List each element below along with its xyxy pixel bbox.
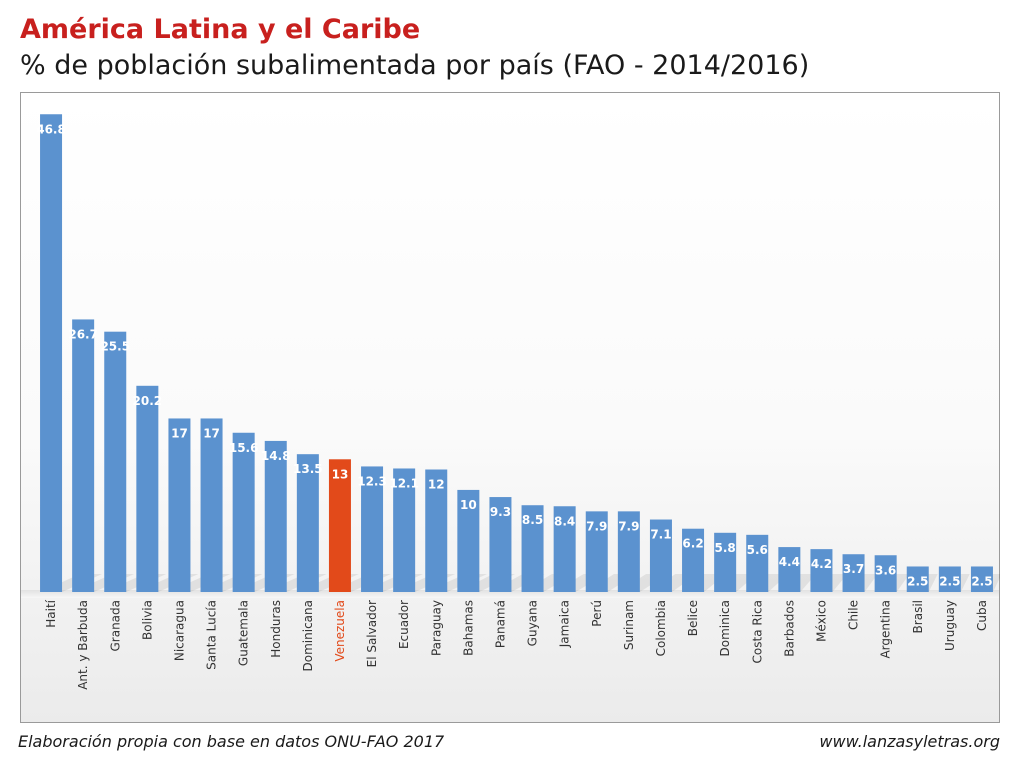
category-label: Uruguay (943, 600, 957, 651)
bar-m-xico (810, 549, 833, 592)
value-label: 5.6 (747, 543, 768, 557)
bar-venezuela (328, 459, 351, 592)
bar-dominica (714, 532, 737, 592)
bar-bahamas (457, 489, 480, 592)
bar-bolivia (136, 385, 159, 592)
bar-nicaragua (168, 418, 191, 592)
chart-subtitle: % de población subalimentada por país (F… (20, 50, 810, 81)
value-label: 4.2 (811, 557, 832, 571)
value-label: 7.1 (650, 528, 671, 542)
category-label: Guyana (526, 600, 540, 646)
bar-barbados (778, 547, 801, 592)
category-label: Dominicana (301, 600, 315, 671)
bar-cuba (970, 566, 993, 592)
category-label: Barbados (782, 600, 796, 657)
bar-argentina (874, 555, 897, 592)
value-label: 13 (332, 467, 349, 481)
category-label: Haití (44, 599, 58, 627)
floor-band (21, 590, 999, 598)
category-label: Costa Rica (750, 600, 764, 663)
chart-title: América Latina y el Caribe (20, 14, 421, 45)
category-label: El Salvador (365, 600, 379, 667)
bar-ecuador (393, 468, 416, 592)
bar-el-salvador (361, 466, 384, 592)
category-label: México (814, 600, 828, 642)
value-label: 26.7 (68, 327, 98, 341)
plot-background (21, 93, 999, 722)
value-label: 17 (171, 426, 188, 440)
value-label: 15.6 (229, 441, 259, 455)
bar-chile (842, 554, 865, 592)
bar-honduras (264, 440, 287, 592)
bar-santa-luc-a (200, 418, 223, 592)
category-label: Venezuela (333, 600, 347, 662)
category-label: Ecuador (397, 600, 411, 649)
category-label: Paraguay (429, 600, 443, 656)
bar-surinam (617, 511, 640, 592)
category-label: Santa Lucía (205, 600, 219, 670)
value-label: 6.2 (682, 537, 703, 551)
value-label: 8.5 (522, 513, 543, 527)
bar-panam- (489, 497, 512, 592)
value-label: 14.8 (261, 449, 291, 463)
category-label: Bolivia (140, 600, 154, 640)
bar-uruguay (938, 566, 961, 592)
value-label: 3.7 (843, 562, 864, 576)
value-label: 20.2 (133, 394, 163, 408)
value-label: 17 (203, 426, 220, 440)
value-label: 12.1 (389, 476, 419, 490)
category-label: Colombia (654, 600, 668, 656)
category-label: Honduras (269, 600, 283, 658)
category-label: Guatemala (237, 600, 251, 666)
bar-per- (585, 511, 608, 592)
category-label: Argentina (879, 600, 893, 659)
bar-jamaica (553, 506, 576, 592)
value-label: 4.4 (779, 555, 800, 569)
category-label: Bahamas (461, 600, 475, 656)
category-label: Panamá (493, 600, 507, 648)
value-label: 2.5 (939, 574, 960, 588)
bar-dominicana (296, 454, 319, 592)
bar-ant-y-barbuda (72, 319, 95, 592)
bar-paraguay (425, 469, 448, 592)
value-label: 12.3 (357, 474, 387, 488)
value-label: 7.9 (618, 519, 639, 533)
category-label: Jamaica (558, 600, 572, 648)
value-label: 13.5 (293, 462, 323, 476)
bar-guatemala (232, 432, 255, 592)
category-label: Ant. y Barbuda (76, 600, 90, 690)
value-label: 46.8 (36, 122, 66, 136)
category-label: Cuba (975, 600, 989, 631)
category-label: Perú (590, 600, 604, 627)
value-label: 10 (460, 498, 477, 512)
bar-guyana (521, 505, 544, 592)
value-label: 12 (428, 478, 445, 492)
bar-granada (104, 331, 127, 592)
category-label: Surinam (622, 600, 636, 650)
category-label: Granada (108, 600, 122, 652)
bar-colombia (649, 519, 672, 592)
value-label: 7.9 (586, 519, 607, 533)
value-label: 2.5 (971, 574, 992, 588)
value-label: 9.3 (490, 505, 511, 519)
value-label: 8.4 (554, 514, 575, 528)
value-label: 3.6 (875, 563, 896, 577)
value-label: 2.5 (907, 574, 928, 588)
website-link[interactable]: www.lanzasyletras.org (819, 732, 1000, 751)
bar-brasil (906, 566, 929, 592)
value-label: 25.5 (100, 340, 130, 354)
category-label: Belice (686, 600, 700, 636)
value-label: 5.8 (715, 541, 736, 555)
source-note: Elaboración propia con base en datos ONU… (18, 732, 445, 751)
bar-belice (682, 528, 705, 592)
category-label: Chile (847, 600, 861, 630)
bar-hait- (40, 114, 63, 592)
category-label: Nicaragua (172, 600, 186, 661)
category-label: Dominica (718, 600, 732, 657)
category-label: Brasil (911, 600, 925, 633)
bar-costa-rica (746, 534, 769, 592)
